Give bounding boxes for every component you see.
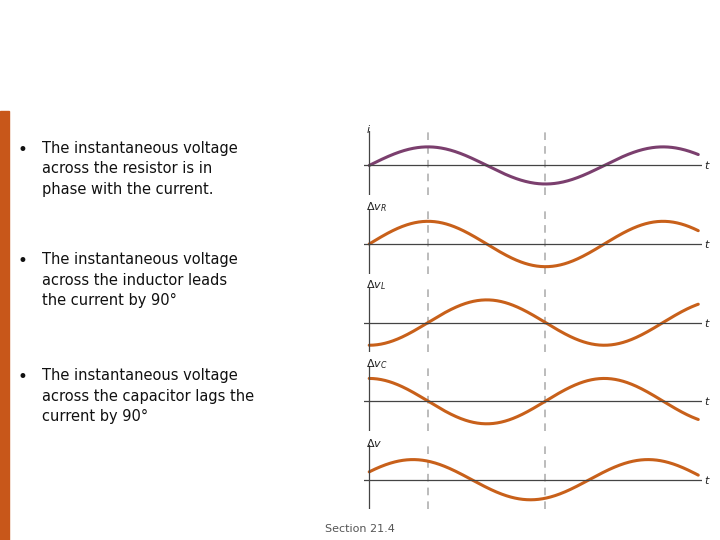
Text: The instantaneous voltage
across the resistor is in
phase with the current.: The instantaneous voltage across the res…: [42, 141, 238, 197]
Text: Current and Voltage Relationships in an RLC: Current and Voltage Relationships in an …: [91, 32, 629, 52]
Text: $\Delta v_R$: $\Delta v_R$: [366, 200, 387, 214]
Text: $\Delta v_C$: $\Delta v_C$: [366, 357, 388, 371]
Text: $t$: $t$: [704, 238, 711, 250]
Text: The instantaneous voltage
across the inductor leads
the current by 90°: The instantaneous voltage across the ind…: [42, 252, 238, 308]
Text: $t$: $t$: [704, 159, 711, 171]
Text: Section 21.4: Section 21.4: [325, 524, 395, 534]
Text: $i$: $i$: [366, 123, 372, 135]
Text: c: c: [332, 313, 339, 326]
Text: $t$: $t$: [704, 395, 711, 407]
Text: $t$: $t$: [704, 316, 711, 328]
Text: d: d: [331, 391, 340, 404]
Text: b: b: [331, 234, 340, 247]
Text: Circuit, Graphical Summary: Circuit, Graphical Summary: [194, 73, 526, 93]
Text: $t$: $t$: [704, 474, 711, 485]
Text: The instantaneous voltage
across the capacitor lags the
current by 90°: The instantaneous voltage across the cap…: [42, 368, 254, 424]
Bar: [0, 111, 9, 540]
Text: a: a: [331, 156, 340, 168]
Text: e: e: [331, 470, 340, 483]
Text: $\Delta v_L$: $\Delta v_L$: [366, 278, 386, 292]
Text: •: •: [18, 368, 28, 386]
Text: •: •: [18, 252, 28, 271]
Text: $\Delta v$: $\Delta v$: [366, 437, 382, 449]
Text: •: •: [18, 141, 28, 159]
